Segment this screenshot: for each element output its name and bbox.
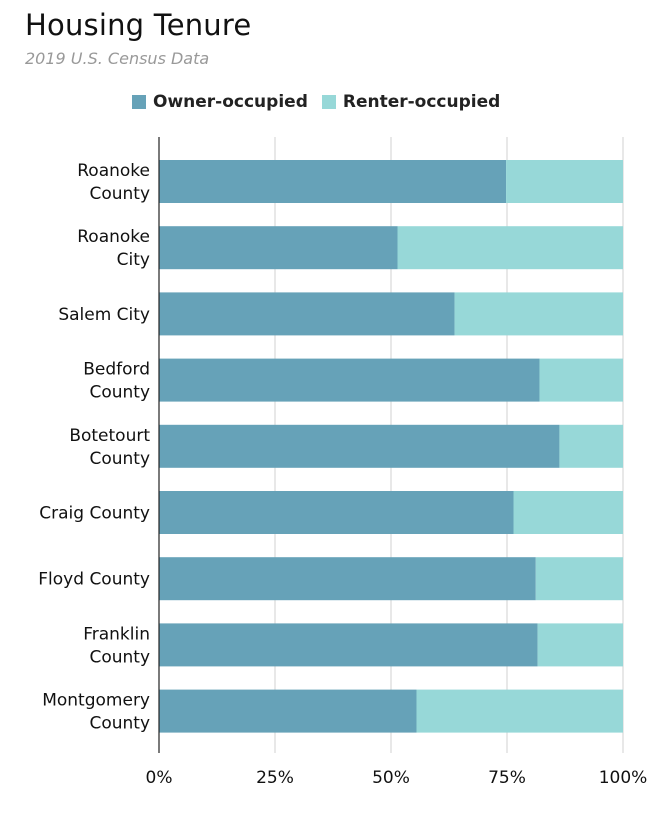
- category-label: Botetourt: [69, 426, 150, 446]
- bar-owner-occupied: [159, 424, 560, 468]
- category-label: County: [89, 184, 150, 204]
- category-label: Roanoke: [77, 161, 150, 181]
- bar-renter-occupied: [513, 491, 623, 534]
- category-label: City: [117, 250, 150, 270]
- chart-title: Housing Tenure: [25, 8, 252, 42]
- bar-renter-occupied: [535, 557, 623, 601]
- bar-renter-occupied: [539, 358, 623, 402]
- bars: [159, 160, 623, 733]
- bar-renter-occupied: [416, 689, 623, 733]
- category-label: Craig County: [39, 504, 150, 524]
- bar-renter-occupied: [537, 623, 623, 667]
- category-label: Salem City: [58, 305, 150, 325]
- category-label: Floyd County: [38, 570, 150, 590]
- y-axis: Roanoke County Roanoke City Salem City Bedfor…: [38, 137, 160, 753]
- bar-owner-occupied: [159, 358, 540, 402]
- category-label: Montgomery: [42, 691, 150, 711]
- x-tick-label: 0%: [146, 768, 173, 788]
- category-label: Bedford: [83, 360, 150, 380]
- category-label: County: [89, 714, 150, 734]
- bar-owner-occupied: [159, 623, 538, 667]
- bar-owner-occupied: [159, 557, 536, 601]
- chart-subtitle: 2019 U.S. Census Data: [25, 49, 210, 68]
- bar-owner-occupied: [159, 226, 398, 270]
- bar-owner-occupied: [159, 491, 514, 534]
- bar-owner-occupied: [159, 292, 455, 336]
- bar-renter-occupied: [506, 160, 623, 203]
- bar-renter-occupied: [397, 226, 623, 270]
- legend-item-renter: Renter-occupied: [321, 92, 501, 112]
- x-tick-label: 75%: [488, 768, 526, 788]
- category-label: Franklin: [83, 624, 150, 644]
- bar-renter-occupied: [559, 424, 623, 468]
- category-label: Roanoke: [77, 227, 150, 247]
- legend-label-renter: Renter-occupied: [342, 92, 501, 112]
- legend-swatch-owner: [132, 95, 146, 109]
- legend-label-owner: Owner-occupied: [153, 92, 308, 112]
- x-tick-label: 100%: [599, 768, 648, 788]
- bar-owner-occupied: [159, 689, 417, 733]
- category-label: County: [89, 647, 150, 667]
- legend-swatch-renter: [321, 95, 336, 109]
- x-tick-label: 25%: [256, 768, 294, 788]
- bar-renter-occupied: [454, 292, 623, 336]
- legend: Owner-occupied Renter-occupied: [132, 92, 514, 112]
- category-label: County: [89, 383, 150, 403]
- x-tick-label: 50%: [372, 768, 410, 788]
- category-label: County: [89, 449, 150, 469]
- x-axis-tick-labels: 0% 25% 50% 75% 100%: [146, 768, 648, 788]
- legend-item-owner: Owner-occupied: [132, 92, 308, 112]
- bar-owner-occupied: [159, 160, 507, 203]
